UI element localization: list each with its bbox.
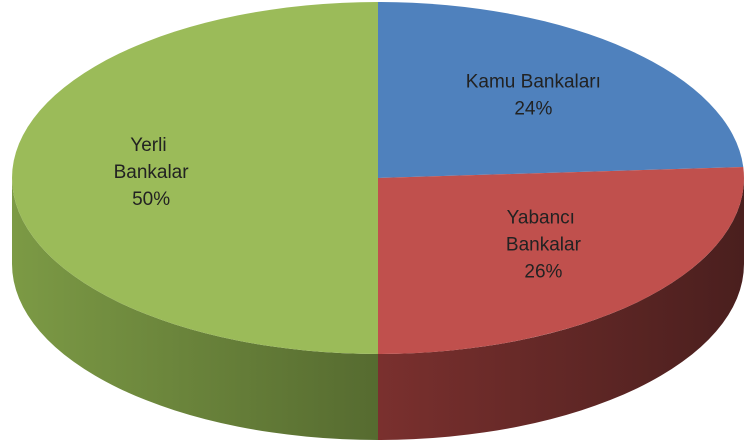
slice-side: [12, 178, 378, 440]
value-label: 24%: [514, 99, 552, 120]
data-label: Yerli Bankalar: [114, 135, 190, 183]
data-label: Yabancı Bankalar: [506, 207, 582, 255]
data-label: Kamu Bankaları: [466, 72, 601, 93]
slice: [378, 166, 744, 354]
slice-side: [378, 178, 744, 440]
value-label: 50%: [132, 189, 170, 210]
value-label: 26%: [524, 261, 562, 282]
slice: [12, 2, 378, 354]
slice: [378, 2, 744, 178]
